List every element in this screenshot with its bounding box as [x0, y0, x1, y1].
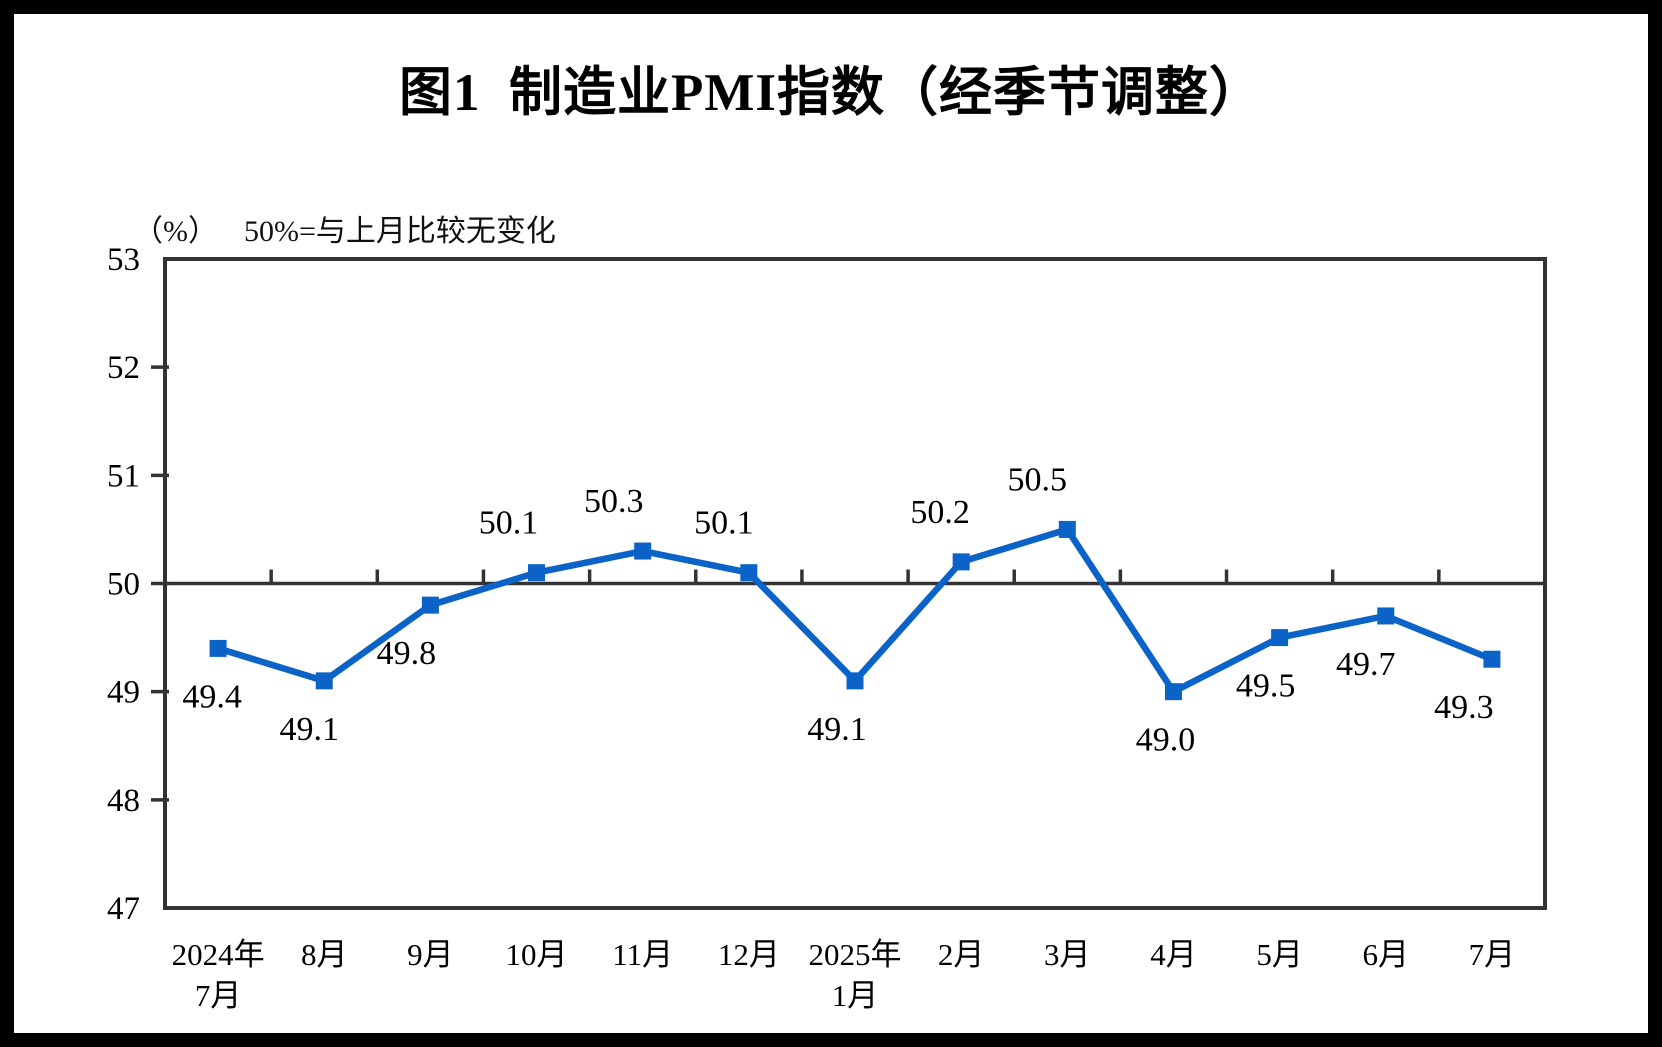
data-point-marker [1483, 650, 1501, 668]
data-point-marker [1271, 629, 1289, 647]
data-label: 49.0 [1136, 722, 1196, 759]
data-label: 49.3 [1434, 689, 1494, 726]
baseline-note: 50%=与上月比较无变化 [244, 215, 556, 248]
chart-subtitle: （%） 50%=与上月比较无变化 [88, 172, 556, 284]
unit-label: （%） [133, 215, 218, 248]
data-point-marker [740, 564, 758, 582]
data-point-marker [634, 542, 652, 560]
y-tick-label: 49 [107, 675, 140, 711]
data-point-marker [315, 672, 333, 690]
data-label: 49.4 [182, 678, 242, 715]
x-tick-label: 7月 [1469, 937, 1516, 972]
data-point-marker [952, 553, 970, 571]
data-label: 50.3 [584, 483, 644, 520]
x-tick-label: 6月 [1363, 937, 1410, 972]
figure-canvas: 图1 制造业PMI指数（经季节调整） （%） 50%=与上月比较无变化 47 48 4… [14, 14, 1648, 1033]
y-tick-label: 51 [107, 458, 140, 494]
data-label: 49.8 [377, 635, 437, 672]
x-tick-label-line2: 1月 [832, 978, 879, 1013]
data-label: 50.5 [1008, 461, 1068, 498]
x-tick-label: 2月 [938, 937, 985, 972]
y-tick-label: 48 [107, 783, 140, 819]
chart-title: 图1 制造业PMI指数（经季节调整） [398, 64, 1264, 122]
x-tick-label: 9月 [407, 937, 454, 972]
data-point-marker [209, 639, 227, 657]
data-point-marker [846, 672, 864, 690]
y-tick-label: 47 [107, 891, 140, 927]
data-point-marker [1058, 520, 1076, 538]
y-tick-label: 50 [107, 567, 140, 603]
data-label: 50.1 [694, 505, 754, 542]
x-tick-label: 5月 [1256, 937, 1303, 972]
data-point-marker [528, 564, 546, 582]
x-tick-label: 12月 [718, 937, 780, 972]
x-tick-label: 8月 [301, 937, 348, 972]
x-tick-label: 2025年 [809, 937, 902, 972]
x-tick-label: 10月 [506, 937, 568, 972]
data-label: 50.1 [479, 505, 539, 542]
data-point-marker [421, 596, 439, 614]
y-tick-label: 53 [107, 242, 140, 278]
x-tick-label: 3月 [1044, 937, 1091, 972]
data-point-marker [1377, 607, 1395, 625]
x-tick-label: 11月 [612, 937, 673, 972]
data-label: 50.2 [910, 494, 970, 531]
x-tick-label: 4月 [1150, 937, 1197, 972]
data-point-marker [1164, 683, 1182, 701]
y-tick-label: 52 [107, 350, 140, 386]
pmi-line-chart: 47 48 49 50 51 52 53 2024年 7月 8月 9月 10月 11月 12月 2025年 1… [107, 242, 1547, 1013]
data-label: 49.7 [1336, 646, 1396, 683]
data-label: 49.1 [807, 711, 867, 748]
x-tick-label: 2024年 [172, 937, 265, 972]
x-tick-label-line2: 7月 [195, 978, 242, 1013]
data-label: 49.5 [1236, 668, 1296, 705]
data-label: 49.1 [279, 711, 339, 748]
